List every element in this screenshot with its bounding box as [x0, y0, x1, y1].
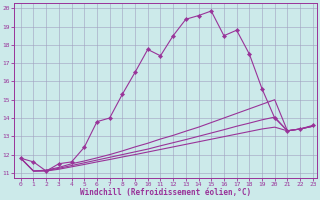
- X-axis label: Windchill (Refroidissement éolien,°C): Windchill (Refroidissement éolien,°C): [80, 188, 251, 197]
